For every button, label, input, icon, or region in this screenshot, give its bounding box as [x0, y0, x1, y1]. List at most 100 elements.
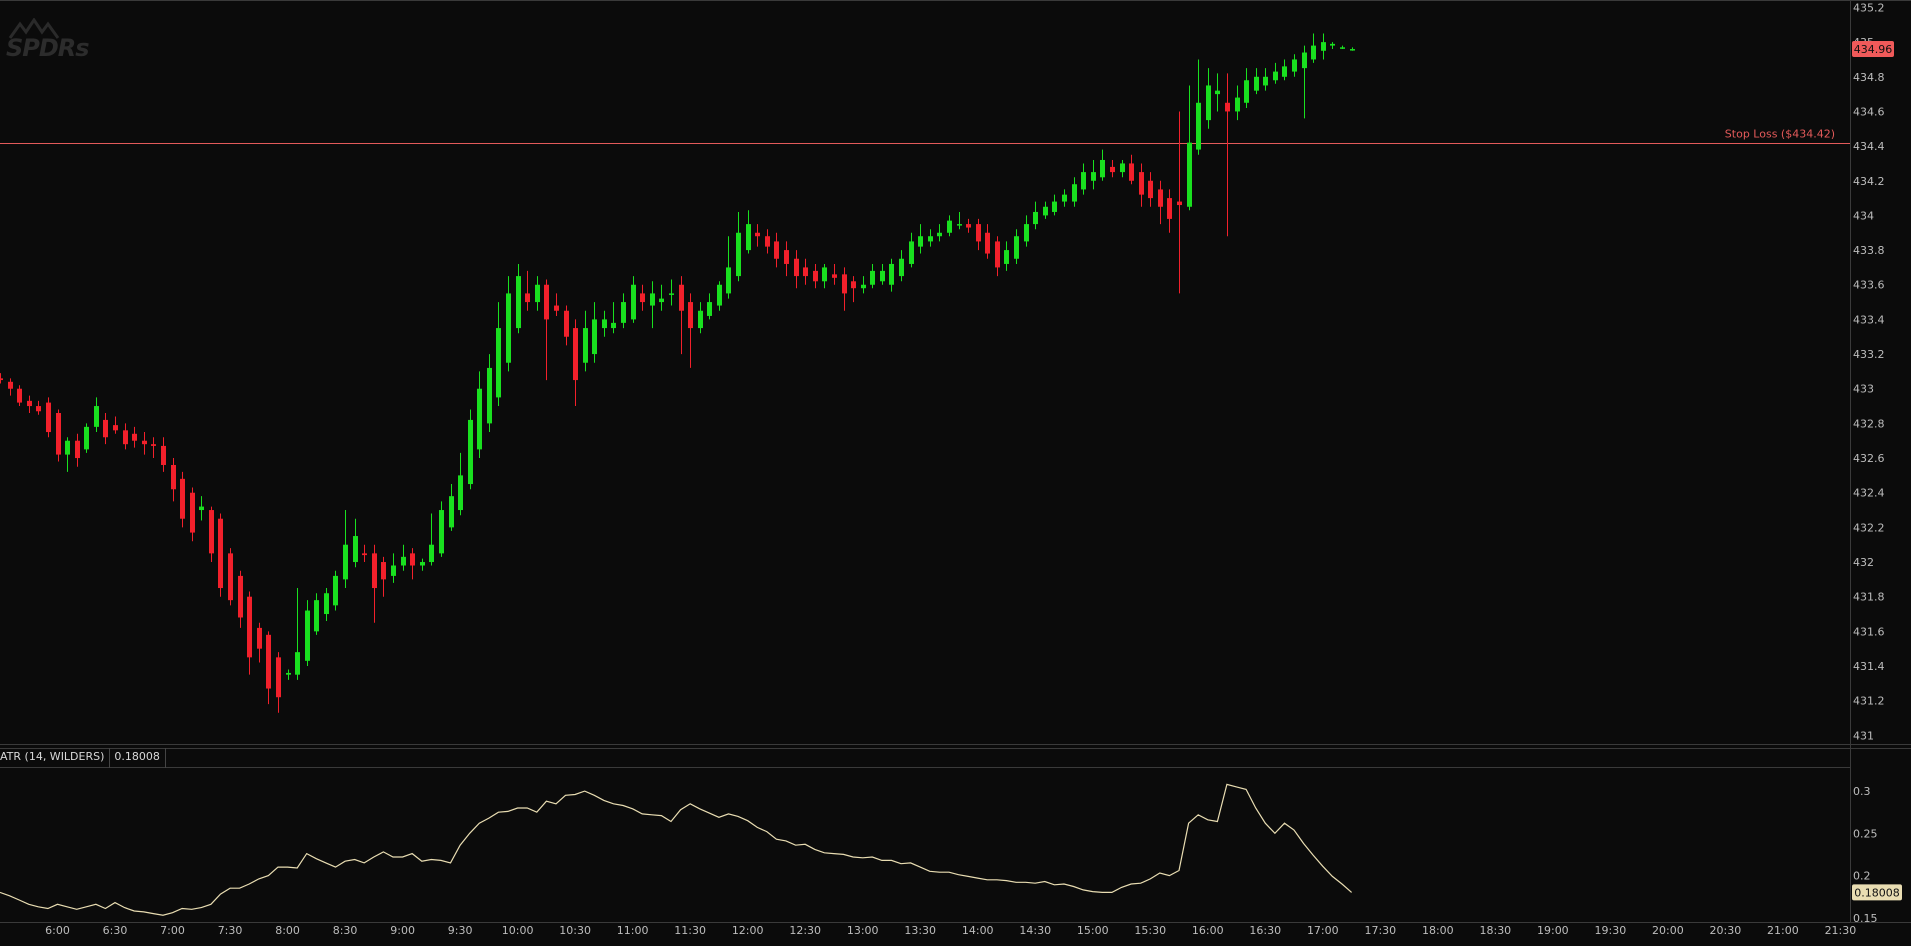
candle-body [199, 506, 204, 511]
time-tick-label: 13:00 [847, 924, 879, 937]
atr-value-badge: 0.18008 [1852, 884, 1902, 901]
candle-body [103, 419, 108, 438]
candle-body [1014, 236, 1019, 259]
candle-body [966, 224, 971, 228]
time-tick-label: 15:30 [1134, 924, 1166, 937]
candle-body [1292, 59, 1297, 72]
price-tick-label: 432.6 [1853, 452, 1885, 465]
price-tick-label: 434.4 [1853, 140, 1885, 153]
price-tick-label: 433.6 [1853, 279, 1885, 292]
time-tick-label: 9:00 [390, 924, 415, 937]
candle-body [1273, 71, 1278, 81]
time-tick-label: 12:00 [732, 924, 764, 937]
time-tick-label: 20:30 [1710, 924, 1742, 937]
candle-body [928, 236, 933, 242]
atr-tick-label: 0.2 [1853, 870, 1871, 883]
time-tick-label: 8:00 [275, 924, 300, 937]
price-y-axis: 431 431.2 431.4 431.6 431.8 432 432.2 432.4 432.… [1853, 1, 1885, 742]
candle-body [573, 328, 578, 381]
candle-body [171, 464, 176, 490]
candle-body [889, 263, 894, 285]
atr-y-axis: 0.15 0.2 0.25 0.3 [1853, 785, 1878, 925]
price-tick-label: 431 [1853, 729, 1874, 742]
candle-body [1081, 172, 1086, 190]
time-tick-label: 8:30 [333, 924, 358, 937]
candle-body [832, 274, 837, 278]
time-tick-label: 10:30 [559, 924, 591, 937]
candle-body [506, 293, 511, 363]
candle-body [1340, 47, 1345, 49]
time-tick-label: 6:00 [45, 924, 70, 937]
spdrs-logo-icon [6, 17, 116, 62]
candle-body [870, 270, 875, 285]
candle-body [1062, 194, 1067, 202]
candle-body [995, 241, 1000, 268]
candle-body [611, 322, 616, 329]
candle-body [1321, 42, 1326, 51]
candle-body [851, 281, 856, 289]
candle-body [477, 388, 482, 450]
candle-body [84, 426, 89, 450]
time-tick-label: 7:30 [218, 924, 243, 937]
time-tick-label: 20:00 [1652, 924, 1684, 937]
candle-body [1254, 76, 1259, 91]
price-tick-label: 432 [1853, 556, 1874, 569]
candle-body [36, 406, 41, 412]
time-tick-label: 9:30 [448, 924, 473, 937]
candle-body [75, 440, 80, 459]
price-tick-label: 434.6 [1853, 105, 1885, 118]
candle-body [1129, 163, 1134, 181]
candle-body [640, 293, 645, 303]
candle-body [362, 553, 367, 556]
candle-body [276, 657, 281, 698]
candle-body [496, 328, 501, 398]
candles [0, 33, 1355, 713]
candle-body [784, 250, 789, 264]
atr-study-header[interactable]: ATR (14, WILDERS) 0.18008 [0, 748, 170, 768]
candle-body [123, 430, 128, 445]
atr-value-badge-bg [1852, 884, 1902, 901]
candle-body [353, 536, 358, 563]
candle-body [909, 241, 914, 264]
candle-body [765, 236, 770, 247]
candle-body [372, 553, 377, 589]
candle-body [56, 412, 61, 455]
candle-body [1033, 211, 1038, 225]
time-tick-label: 18:00 [1422, 924, 1454, 937]
candle-body [381, 562, 386, 580]
candle-body [1330, 43, 1335, 46]
candle-body [976, 224, 981, 242]
candle-body [46, 402, 51, 433]
candle-body [324, 593, 329, 615]
candle-body [228, 553, 233, 601]
candle-body [439, 510, 444, 554]
candle-body [650, 293, 655, 306]
candle-body [1225, 102, 1230, 112]
last-price-label: 434.96 [1854, 43, 1893, 56]
candle-body [1139, 172, 1144, 195]
candle-body [257, 627, 262, 649]
candle-body [0, 378, 3, 381]
candle-body [1110, 166, 1115, 173]
candle-body [813, 270, 818, 282]
candle-body [669, 293, 674, 295]
price-tick-label: 434.2 [1853, 175, 1885, 188]
candle-body [17, 388, 22, 403]
candle-body [94, 406, 99, 427]
time-tick-label: 14:30 [1019, 924, 1051, 937]
time-tick-label: 12:30 [789, 924, 821, 937]
candle-body [985, 232, 990, 254]
time-tick-label: 19:30 [1595, 924, 1627, 937]
candle-body [1004, 250, 1009, 264]
candle-body [429, 544, 434, 563]
candle-body [726, 267, 731, 294]
candle-body [880, 270, 885, 282]
candle-body [794, 258, 799, 277]
candle-body [822, 267, 827, 282]
candle-body [151, 444, 156, 446]
candle-body [1024, 224, 1029, 242]
candle-body [564, 310, 569, 337]
candle-body [1302, 52, 1307, 69]
atr-tick-label: 0.15 [1853, 912, 1878, 925]
candle-body [1235, 97, 1240, 112]
